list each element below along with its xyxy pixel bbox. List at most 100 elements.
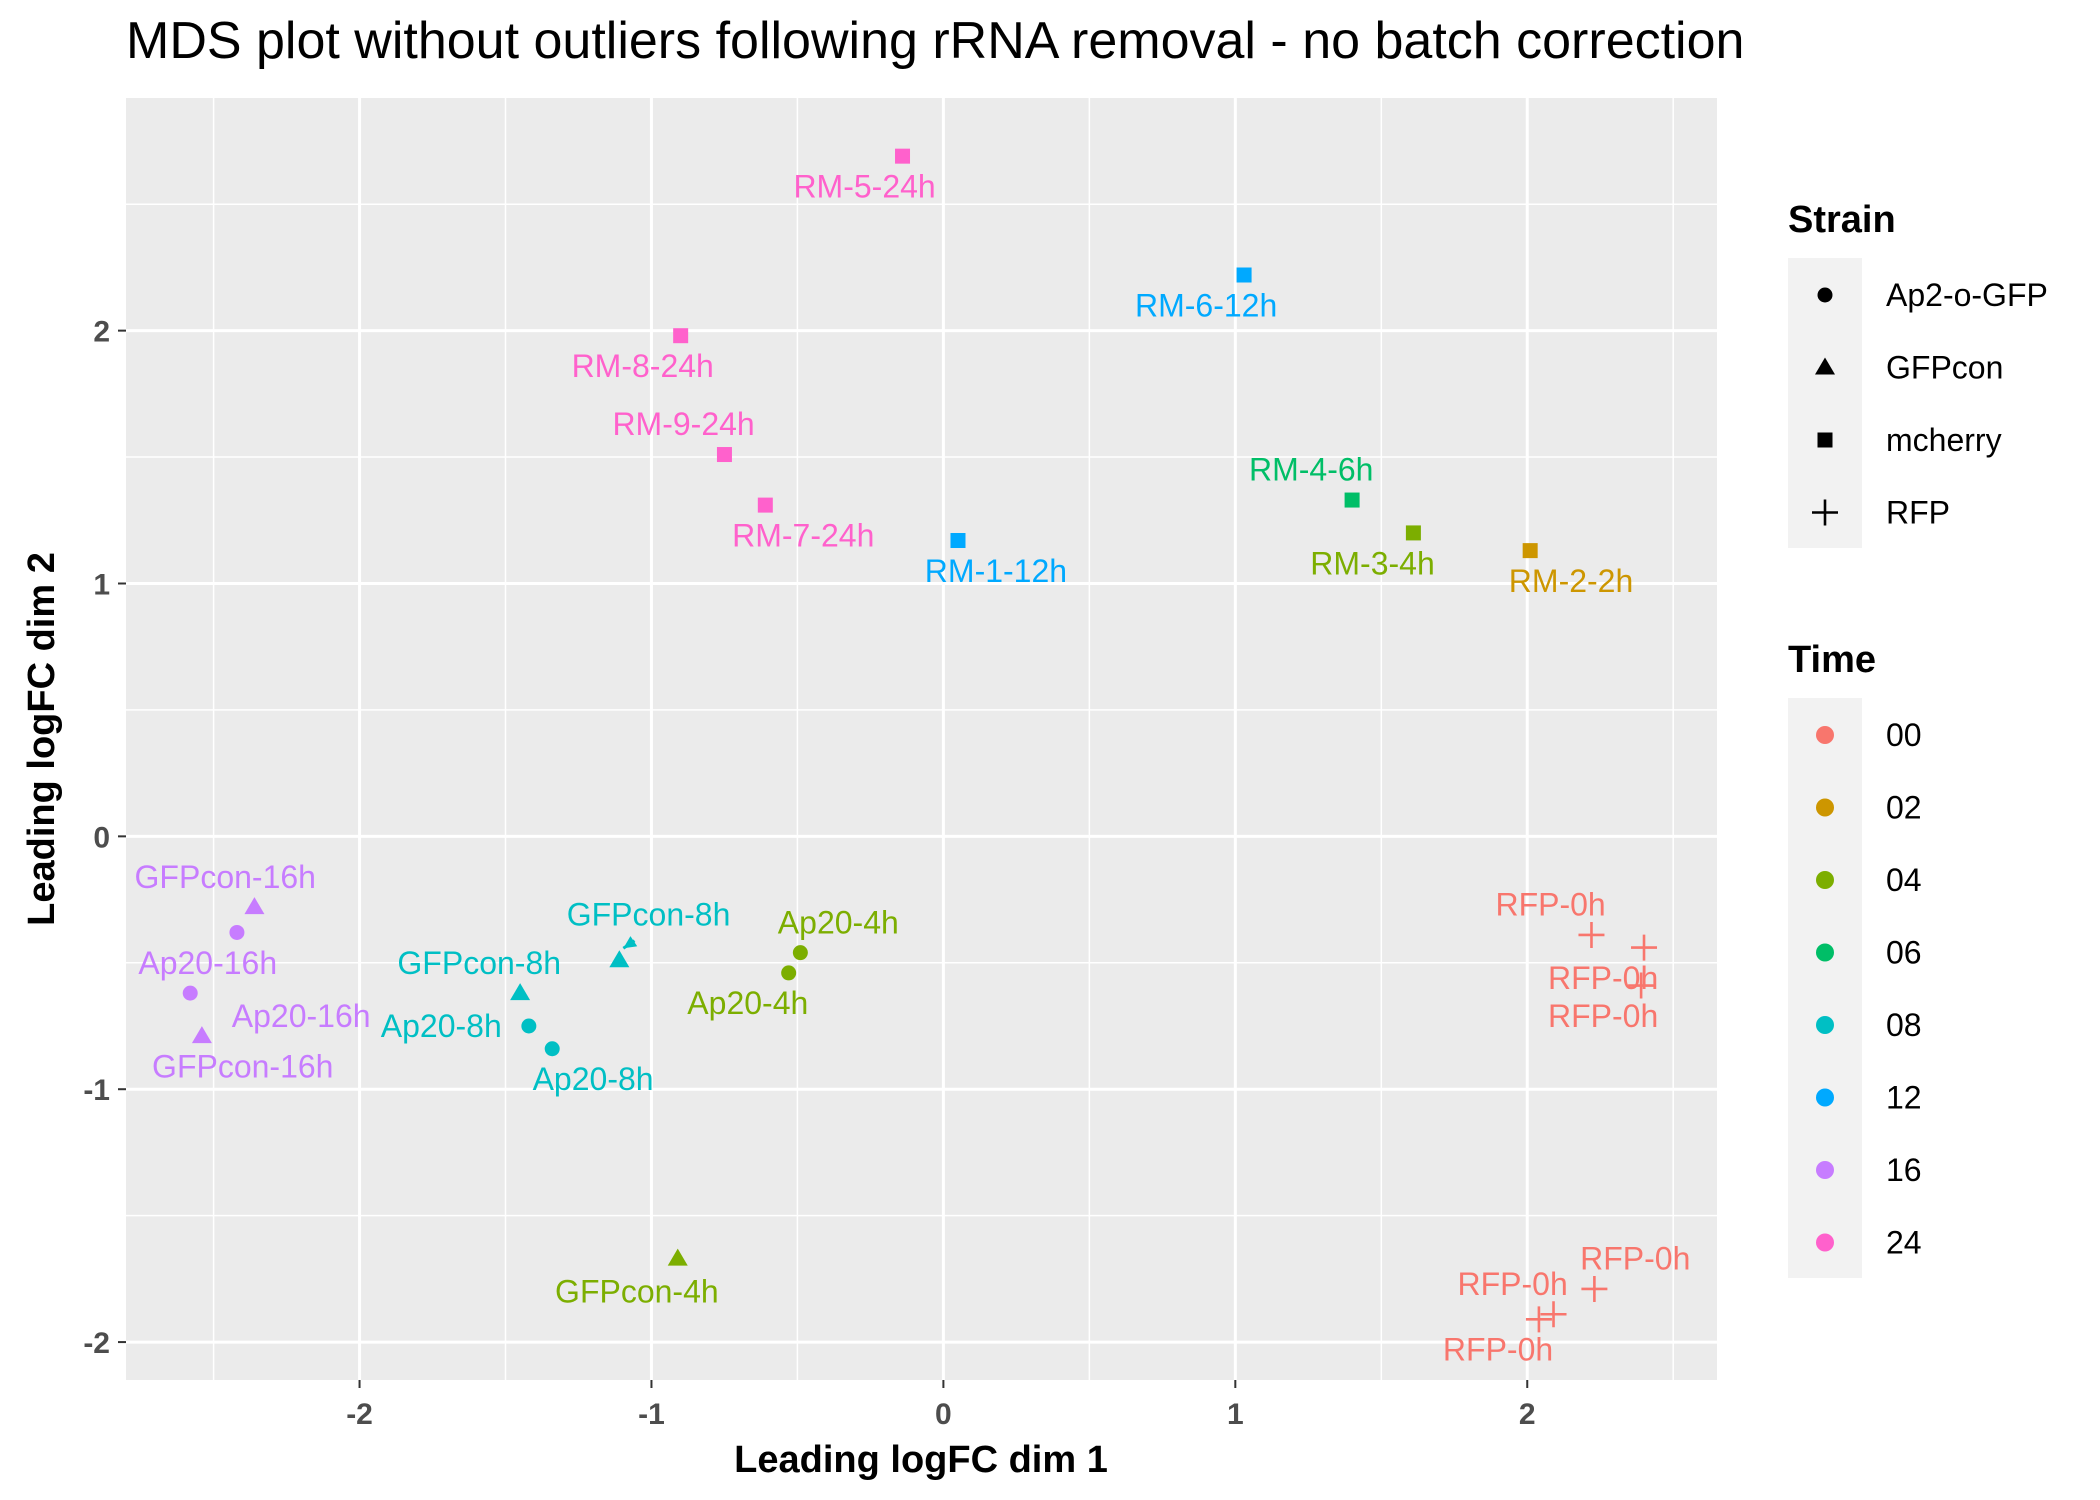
- legend-strain-key: [1817, 432, 1833, 448]
- y-tick-label: -2: [83, 1327, 110, 1360]
- data-point: [1631, 934, 1658, 961]
- point-label: RFP-0h: [1580, 1241, 1690, 1277]
- legend-time-key: [1816, 798, 1834, 817]
- point-labels: RM-5-24h RM-6-12h RM-8-24h RM-9-24h RM-4-6h R…: [135, 169, 1691, 1368]
- legend-strain-key: [1815, 357, 1835, 375]
- minor-gridlines: [126, 98, 1717, 1380]
- legend-strain-label: RFP: [1886, 495, 1950, 531]
- point-label: RM-5-24h: [793, 169, 935, 205]
- y-axis-ticks: -2 -1 0 1 2: [83, 316, 126, 1360]
- major-gridlines: [126, 98, 1717, 1380]
- data-point: [191, 1026, 212, 1044]
- legend-time: Time 00 02 04 06 08 12 16 24: [1788, 639, 1922, 1278]
- legend-time-key: [1816, 943, 1834, 962]
- data-point: [1578, 921, 1605, 948]
- point-label: Ap20-4h: [778, 904, 899, 940]
- data-point: [781, 965, 797, 981]
- legend-time-key: [1816, 871, 1834, 889]
- point-label: RM-1-12h: [925, 553, 1067, 589]
- x-tick-label: 2: [1519, 1398, 1536, 1431]
- y-axis-title: Leading logFC dim 2: [21, 552, 63, 926]
- data-point: [1581, 1275, 1608, 1302]
- legend-strain: Strain Ap2-o-GFP GFPcon mcherry RFP: [1788, 199, 2048, 548]
- legend-time-label: 04: [1886, 862, 1922, 898]
- point-label: RM-8-24h: [572, 348, 714, 384]
- legend-time-key: [1816, 1088, 1834, 1107]
- data-point: [609, 950, 630, 968]
- data-point: [1522, 543, 1538, 559]
- x-tick-label: -2: [346, 1398, 373, 1431]
- legend-time-label: 12: [1886, 1080, 1922, 1116]
- legend-strain-label: GFPcon: [1886, 350, 2003, 386]
- data-point: [1628, 972, 1655, 999]
- point-label: Ap20-16h: [232, 998, 371, 1034]
- x-axis-ticks: -2 -1 0 1 2: [346, 1380, 1536, 1431]
- point-label: RM-2-2h: [1509, 563, 1633, 599]
- y-tick-label: -1: [83, 1074, 110, 1107]
- data-point: [1525, 1306, 1552, 1333]
- legend-strain-label: Ap2-o-GFP: [1886, 277, 2048, 313]
- point-label: GFPcon-16h: [135, 859, 316, 895]
- chart-title: MDS plot without outliers following rRNA…: [126, 12, 1744, 70]
- point-label: Ap20-8h: [381, 1008, 502, 1044]
- point-label: RM-4-6h: [1249, 452, 1373, 488]
- point-label: GFPcon-4h: [555, 1273, 719, 1309]
- legend-strain-key: [1817, 287, 1833, 303]
- data-point: [1540, 1301, 1567, 1328]
- label-arrowhead: [623, 936, 638, 949]
- legend-time-title: Time: [1788, 639, 1876, 681]
- data-point: [895, 148, 911, 164]
- point-label: RM-3-4h: [1310, 545, 1434, 581]
- x-tick-label: -1: [638, 1398, 665, 1431]
- point-label: RFP-0h: [1548, 960, 1658, 996]
- data-point: [544, 1041, 560, 1057]
- data-point: [182, 985, 198, 1001]
- point-label: RFP-0h: [1458, 1266, 1568, 1302]
- point-label: GFPcon-16h: [152, 1048, 333, 1084]
- data-point: [1344, 492, 1360, 508]
- data-point: [667, 1248, 688, 1266]
- data-point: [673, 328, 689, 344]
- data-point: [229, 924, 245, 940]
- legend-strain-label: mcherry: [1886, 422, 2002, 458]
- point-label: Ap20-8h: [533, 1061, 654, 1097]
- data-point: [716, 447, 732, 463]
- point-label: RM-9-24h: [612, 406, 754, 442]
- legend-time-keys-background: [1788, 698, 1862, 1278]
- point-label: Ap20-4h: [687, 985, 808, 1021]
- plot-panel: [126, 98, 1717, 1380]
- legend-time-label: 08: [1886, 1007, 1922, 1043]
- legend-strain-title: Strain: [1788, 199, 1896, 241]
- y-tick-label: 1: [93, 568, 110, 601]
- data-point: [510, 983, 531, 1001]
- data-point: [757, 497, 773, 513]
- y-tick-label: 2: [93, 316, 110, 349]
- point-label: RM-6-12h: [1135, 287, 1277, 323]
- legend-time-key: [1816, 726, 1834, 744]
- point-label: GFPcon-8h: [567, 897, 731, 933]
- label-arrows: [622, 936, 638, 950]
- legend-time-label: 02: [1886, 790, 1922, 826]
- point-label: RM-7-24h: [732, 517, 874, 553]
- point-label: Ap20-16h: [138, 945, 277, 981]
- legend-strain-key: [1812, 499, 1838, 526]
- data-point: [792, 945, 808, 961]
- legend-time-label: 24: [1886, 1225, 1922, 1261]
- point-label: RFP-0h: [1548, 998, 1658, 1034]
- data-point: [950, 533, 966, 549]
- legend-time-key: [1816, 1161, 1834, 1179]
- data-points: [182, 148, 1658, 1333]
- point-label: GFPcon-8h: [397, 945, 561, 981]
- x-tick-label: 0: [935, 1398, 952, 1431]
- y-tick-label: 0: [93, 821, 110, 854]
- point-label: RFP-0h: [1495, 887, 1605, 923]
- point-label: RFP-0h: [1443, 1332, 1553, 1368]
- x-tick-label: 1: [1227, 1398, 1244, 1431]
- data-point: [1236, 267, 1252, 283]
- legend-time-key: [1816, 1233, 1834, 1252]
- data-point: [1405, 525, 1421, 541]
- legend-time-label: 00: [1886, 717, 1922, 753]
- legend-time-key: [1816, 1016, 1834, 1034]
- data-point: [521, 1018, 537, 1034]
